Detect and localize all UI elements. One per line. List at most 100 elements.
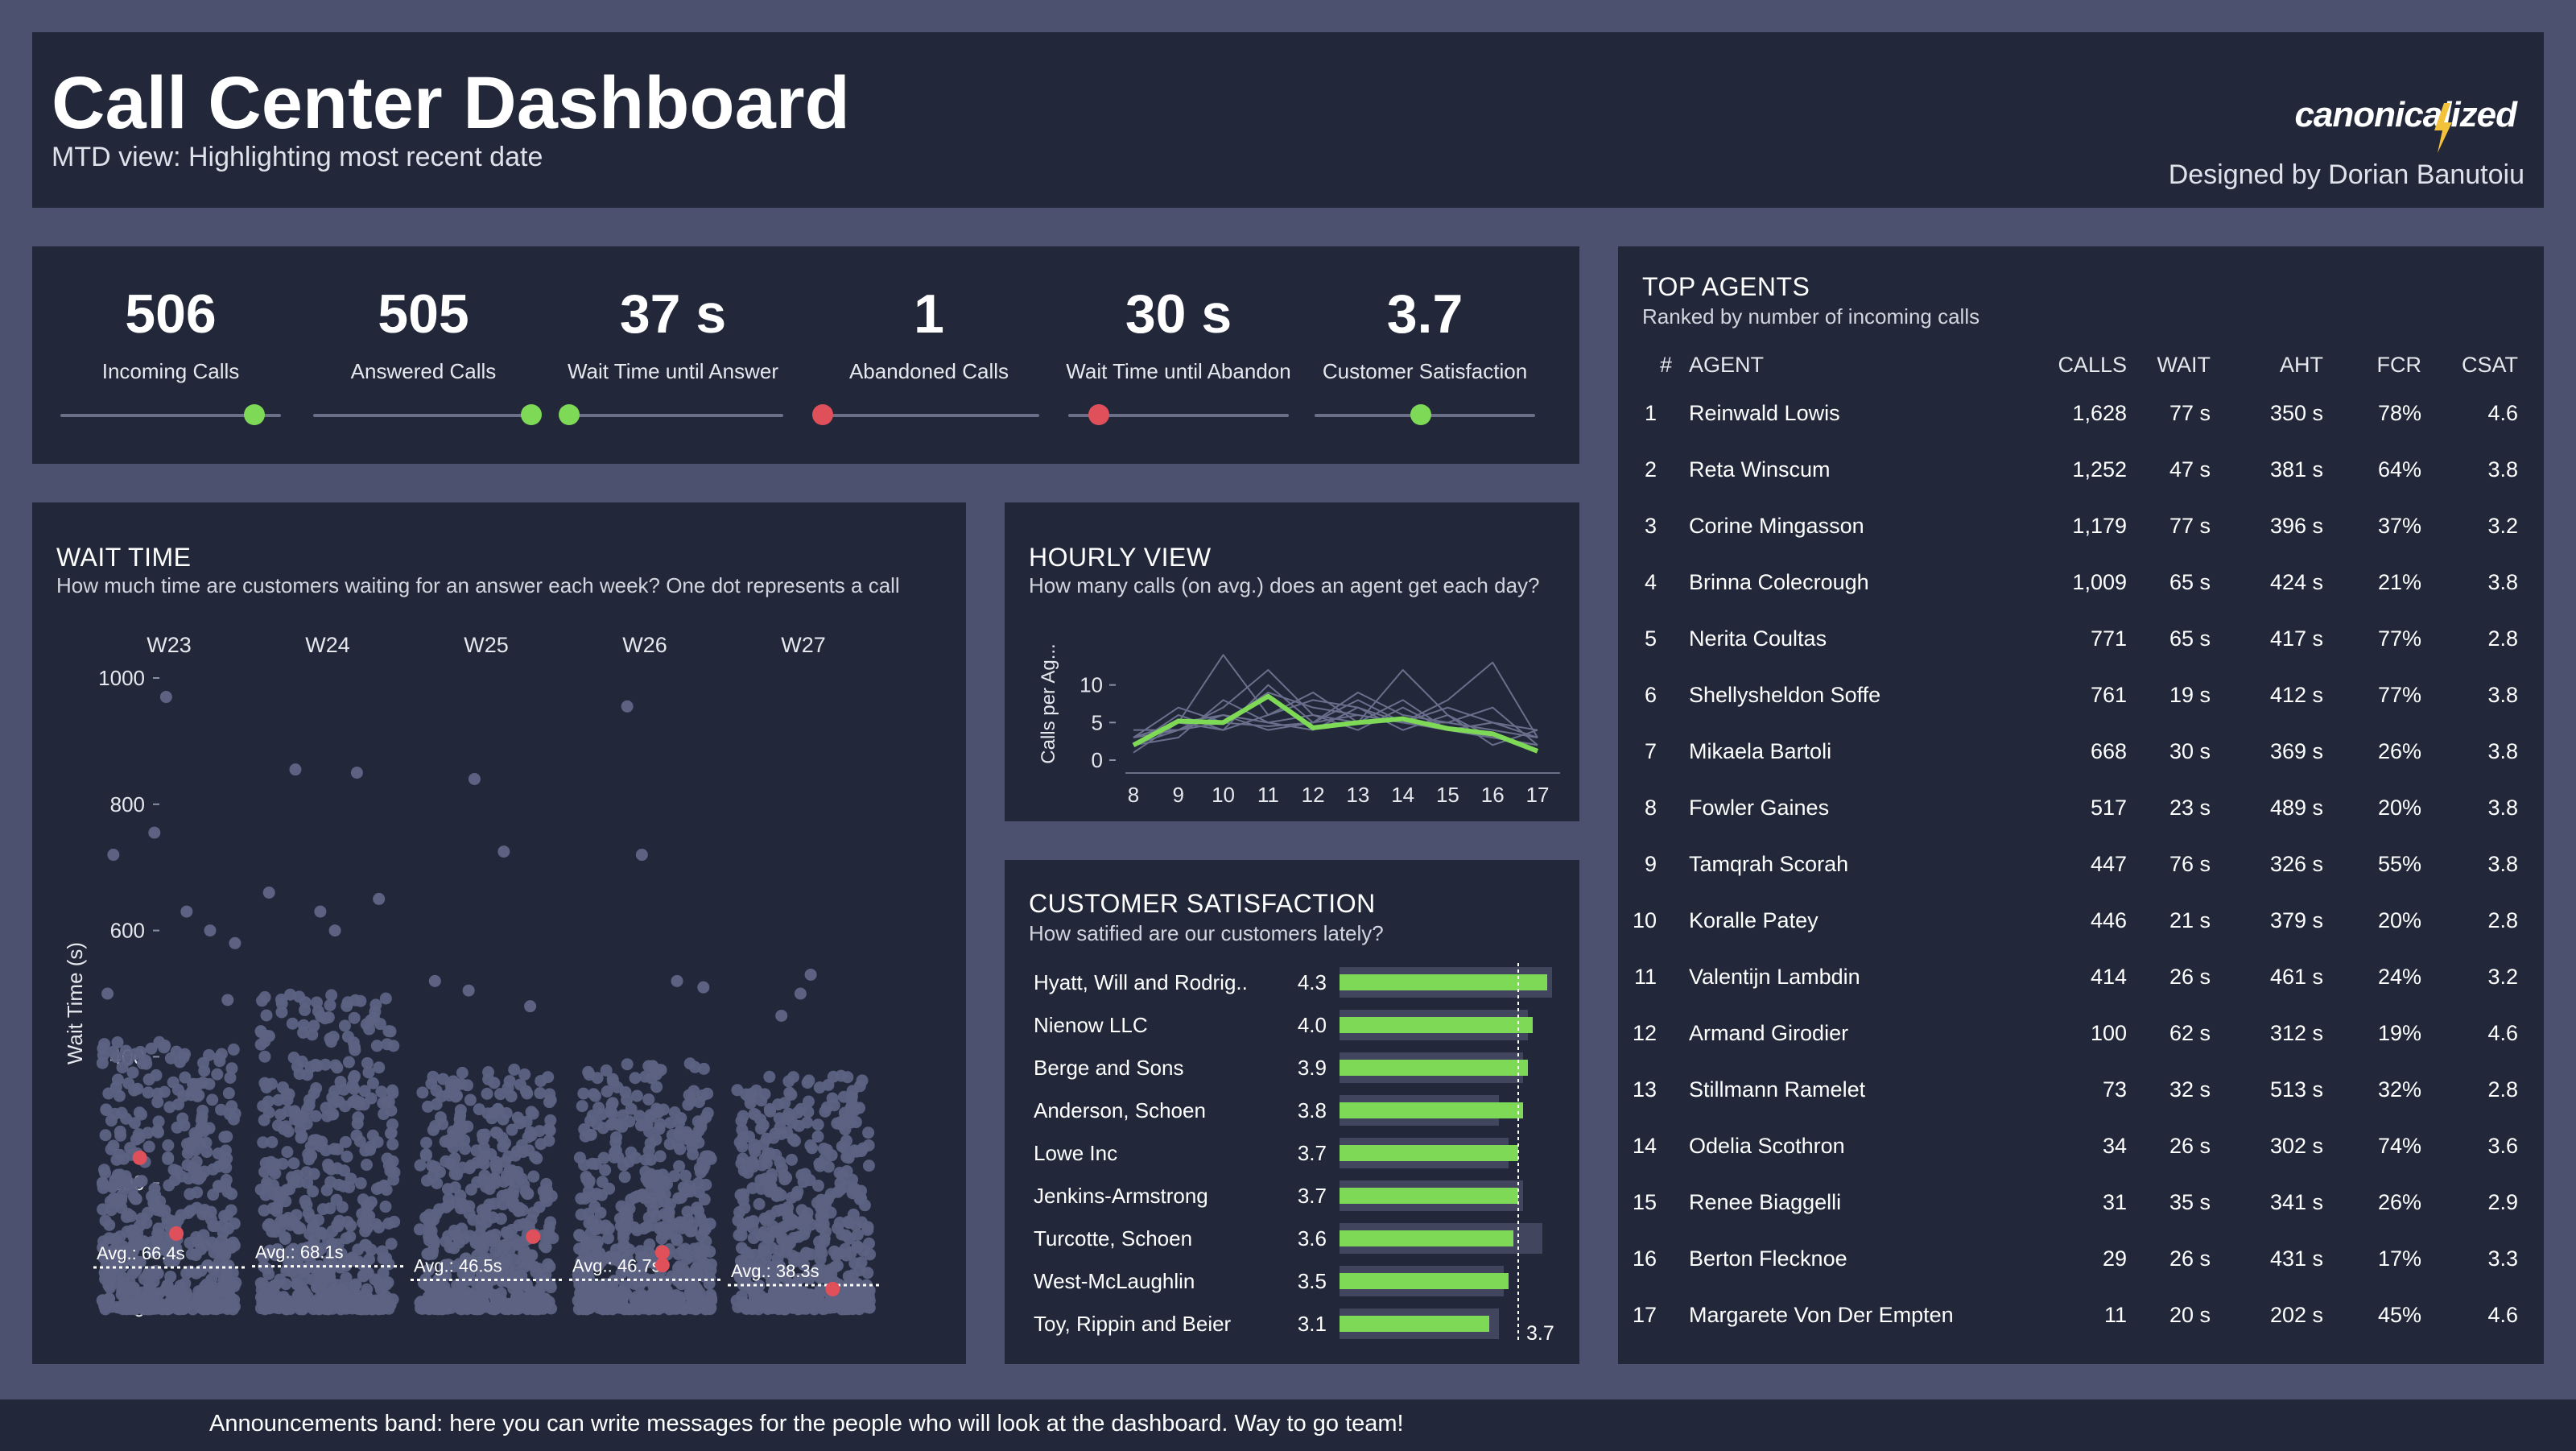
agent-fcr: 78% xyxy=(2377,401,2421,425)
table-row[interactable]: 13 Stillmann Ramelet 73 32 s 513 s 32% 2.8 xyxy=(1618,1077,2544,1134)
col-header-agent[interactable]: AGENT xyxy=(1689,353,1765,377)
col-header-fcr[interactable]: FCR xyxy=(2376,353,2422,377)
call-dot xyxy=(283,1301,296,1314)
call-dot xyxy=(384,1127,397,1140)
table-row[interactable]: 4 Brinna Colecrough 1,009 65 s 424 s 21% 3.8 xyxy=(1618,570,2544,626)
call-dot xyxy=(347,1072,360,1085)
call-dot xyxy=(436,1073,449,1085)
call-dot-outlier xyxy=(621,700,634,713)
kpi-value: 37 s xyxy=(619,283,727,345)
call-dot-outlier xyxy=(101,987,114,1000)
call-dot xyxy=(786,1133,799,1146)
call-dot xyxy=(303,1249,316,1262)
table-row[interactable]: 3 Corine Mingasson 1,179 77 s 396 s 37% 3.2 xyxy=(1618,514,2544,570)
call-dot xyxy=(322,1011,335,1023)
x-tick-label: 17 xyxy=(1526,783,1550,807)
call-dot xyxy=(98,1038,111,1051)
call-dot xyxy=(440,1235,452,1248)
call-dot xyxy=(332,1095,345,1108)
call-dot xyxy=(279,1278,292,1291)
table-row[interactable]: 12 Armand Girodier 100 62 s 312 s 19% 4.6 xyxy=(1618,1021,2544,1077)
table-row[interactable]: 11 Valentijn Lambdin 414 26 s 461 s 24% 3.2 xyxy=(1618,965,2544,1021)
call-dot xyxy=(580,1237,592,1250)
agent-fcr: 77% xyxy=(2377,626,2421,651)
table-row[interactable]: 5 Nerita Coultas 771 65 s 417 s 77% 2.8 xyxy=(1618,626,2544,683)
call-dot xyxy=(254,1291,267,1304)
call-dot xyxy=(128,1084,141,1097)
call-dot xyxy=(848,1257,861,1270)
table-row[interactable]: 8 Fowler Gaines 517 23 s 489 s 20% 3.8 xyxy=(1618,796,2544,852)
call-dot xyxy=(753,1294,766,1307)
csat-bar xyxy=(1340,1188,1518,1204)
call-dot xyxy=(494,1088,507,1101)
call-dot xyxy=(762,1232,775,1245)
call-dot xyxy=(153,1287,166,1300)
call-dot xyxy=(832,1222,844,1234)
call-dot xyxy=(836,1140,848,1153)
col-header-num[interactable]: # xyxy=(1660,353,1673,377)
call-dot xyxy=(456,1066,469,1079)
table-row[interactable]: 6 Shellysheldon Soffe 761 19 s 412 s 77% 3.8 xyxy=(1618,683,2544,739)
agent-calls: 414 xyxy=(2090,965,2127,989)
row-number: 6 xyxy=(1644,683,1657,707)
call-dot xyxy=(732,1214,745,1227)
call-dot xyxy=(422,1100,435,1113)
agent-name: Margarete Von Der Empten xyxy=(1689,1303,1954,1327)
table-row[interactable]: 17 Margarete Von Der Empten 11 20 s 202 s 45%… xyxy=(1618,1303,2544,1359)
agent-wait: 62 s xyxy=(2169,1021,2211,1045)
agent-aht: 424 s xyxy=(2269,570,2323,594)
customer-name: Nienow LLC xyxy=(1034,1013,1148,1037)
call-dot xyxy=(842,1215,855,1228)
col-header-csat[interactable]: CSAT xyxy=(2461,353,2518,377)
call-dot xyxy=(450,1229,463,1242)
call-dot xyxy=(757,1245,770,1258)
call-dot xyxy=(228,1279,241,1292)
agent-fcr: 20% xyxy=(2377,908,2421,932)
table-row[interactable]: 1 Reinwald Lowis 1,628 77 s 350 s 78% 4.6 xyxy=(1618,401,2544,457)
col-header-aht[interactable]: AHT xyxy=(2280,353,2323,377)
customer-name: Berge and Sons xyxy=(1034,1056,1183,1080)
call-dot xyxy=(683,1057,696,1070)
call-dot xyxy=(429,1160,442,1173)
x-tick-label: 10 xyxy=(1212,783,1235,807)
col-header-wait[interactable]: WAIT xyxy=(2157,353,2211,377)
agent-fcr: 77% xyxy=(2377,683,2421,707)
call-dot xyxy=(420,1136,433,1149)
call-dot xyxy=(361,1209,374,1222)
table-row[interactable]: 7 Mikaela Bartoli 668 30 s 369 s 26% 3.8 xyxy=(1618,739,2544,796)
call-dot xyxy=(795,1102,807,1115)
table-row[interactable]: 9 Tamqrah Scorah 447 76 s 326 s 55% 3.8 xyxy=(1618,852,2544,908)
table-row[interactable]: 2 Reta Winscum 1,252 47 s 381 s 64% 3.8 xyxy=(1618,457,2544,514)
call-dot xyxy=(195,1122,208,1135)
agent-name: Reta Winscum xyxy=(1689,457,1831,482)
row-number: 17 xyxy=(1632,1303,1657,1327)
table-row[interactable]: 15 Renee Biaggelli 31 35 s 341 s 26% 2.9 xyxy=(1618,1190,2544,1246)
agent-csat: 2.8 xyxy=(2487,1077,2518,1102)
call-dot xyxy=(258,1204,270,1217)
agent-name: Tamqrah Scorah xyxy=(1689,852,1849,876)
call-dot xyxy=(744,1097,757,1110)
call-dot xyxy=(349,1044,361,1056)
customer-name: Turcotte, Schoen xyxy=(1034,1226,1192,1251)
table-row[interactable]: 10 Koralle Patey 446 21 s 379 s 20% 2.8 xyxy=(1618,908,2544,965)
table-row[interactable]: 14 Odelia Scothron 34 26 s 302 s 74% 3.6 xyxy=(1618,1134,2544,1190)
call-dot xyxy=(142,1140,155,1153)
call-dot xyxy=(597,1292,609,1304)
agent-fcr: 74% xyxy=(2377,1134,2421,1158)
call-dot xyxy=(621,1058,634,1071)
call-dot xyxy=(843,1232,856,1245)
call-dot xyxy=(850,1145,863,1158)
agent-csat: 2.8 xyxy=(2487,626,2518,651)
agent-aht: 379 s xyxy=(2269,908,2323,932)
call-dot xyxy=(281,1146,294,1159)
call-dot xyxy=(386,1118,398,1131)
call-dot xyxy=(481,1087,493,1100)
kpi-range-track xyxy=(819,414,1039,417)
call-dot xyxy=(324,998,336,1011)
call-dot xyxy=(275,1108,287,1121)
agent-aht: 202 s xyxy=(2269,1303,2323,1327)
col-header-calls[interactable]: CALLS xyxy=(2058,353,2127,377)
call-dot xyxy=(592,1235,605,1248)
call-dot xyxy=(492,1103,505,1116)
table-row[interactable]: 16 Berton Flecknoe 29 26 s 431 s 17% 3.3 xyxy=(1618,1246,2544,1303)
